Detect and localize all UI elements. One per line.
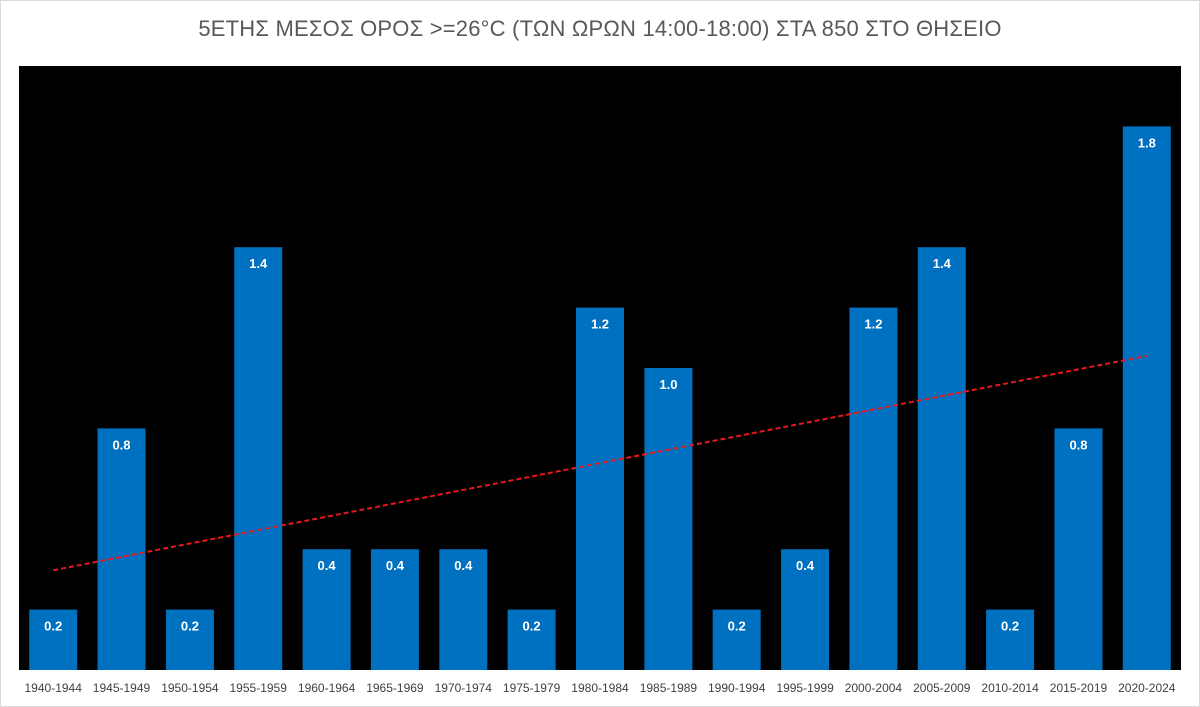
bar-2015-2019 xyxy=(1054,428,1103,670)
data-label-1995-1999: 0.4 xyxy=(796,558,815,573)
linear-trendline xyxy=(53,354,1147,572)
x-tick-1945-1949: 1945-1949 xyxy=(93,681,151,695)
data-label-1985-1989: 1.0 xyxy=(659,377,677,392)
data-label-2005-2009: 1.4 xyxy=(933,256,952,271)
x-tick-2020-2024: 2020-2024 xyxy=(1118,681,1176,695)
bar-2005-2009 xyxy=(917,247,966,670)
x-tick-1975-1979: 1975-1979 xyxy=(503,681,561,695)
x-tick-1970-1974: 1970-1974 xyxy=(435,681,493,695)
x-tick-1955-1959: 1955-1959 xyxy=(230,681,288,695)
data-label-2015-2019: 0.8 xyxy=(1069,437,1087,452)
data-label-1990-1994: 0.2 xyxy=(728,619,746,634)
data-label-1970-1974: 0.4 xyxy=(454,558,473,573)
bar-1985-1989 xyxy=(644,368,693,670)
x-tick-1965-1969: 1965-1969 xyxy=(366,681,424,695)
bars-group xyxy=(29,126,1171,670)
bar-2020-2024 xyxy=(1122,126,1171,670)
data-label-1955-1959: 1.4 xyxy=(249,256,268,271)
x-tick-2015-2019: 2015-2019 xyxy=(1050,681,1108,695)
x-tick-2000-2004: 2000-2004 xyxy=(845,681,903,695)
bar-1990-1994 xyxy=(712,609,761,670)
bar-1965-1969 xyxy=(370,549,419,670)
data-label-1965-1969: 0.4 xyxy=(386,558,405,573)
data-labels-group: 0.2 0.8 0.2 1.4 0.4 0.4 0.4 0.2 1.2 1.0 0.2 0.4 1.2 1… xyxy=(44,135,1156,633)
bar-1970-1974 xyxy=(439,549,488,670)
x-tick-1940-1944: 1940-1944 xyxy=(25,681,83,695)
data-label-1975-1979: 0.2 xyxy=(523,619,541,634)
bar-1975-1979 xyxy=(507,609,556,670)
data-label-1980-1984: 1.2 xyxy=(591,317,609,332)
x-tick-2005-2009: 2005-2009 xyxy=(913,681,971,695)
bar-2010-2014 xyxy=(986,609,1035,670)
data-label-1950-1954: 0.2 xyxy=(181,619,199,634)
bar-2000-2004 xyxy=(849,307,898,670)
x-tick-1950-1954: 1950-1954 xyxy=(161,681,219,695)
x-tick-1960-1964: 1960-1964 xyxy=(298,681,356,695)
bar-1960-1964 xyxy=(302,549,351,670)
data-label-1945-1949: 0.8 xyxy=(112,437,130,452)
x-tick-1985-1989: 1985-1989 xyxy=(640,681,698,695)
data-label-1940-1944: 0.2 xyxy=(44,619,62,634)
data-label-2020-2024: 1.8 xyxy=(1138,135,1156,150)
x-tick-1980-1984: 1980-1984 xyxy=(571,681,629,695)
x-tick-1990-1994: 1990-1994 xyxy=(708,681,766,695)
data-label-1960-1964: 0.4 xyxy=(318,558,337,573)
data-label-2000-2004: 1.2 xyxy=(864,317,882,332)
bar-1995-1999 xyxy=(781,549,830,670)
bar-1955-1959 xyxy=(234,247,283,670)
x-tick-1995-1999: 1995-1999 xyxy=(776,681,834,695)
bar-1950-1954 xyxy=(165,609,214,670)
x-axis-tick-labels: 1940-1944 1945-1949 1950-1954 1955-1959 1960… xyxy=(25,681,1176,695)
chart-title: 5ΕΤΗΣ ΜΕΣΟΣ ΟΡΟΣ >=26°C (ΤΩΝ ΩΡΩΝ 14:00-… xyxy=(198,16,1002,41)
bar-1940-1944 xyxy=(29,609,78,670)
bar-1980-1984 xyxy=(576,307,624,670)
bar-1945-1949 xyxy=(97,428,146,670)
trendline-group xyxy=(53,354,1147,572)
data-label-2010-2014: 0.2 xyxy=(1001,619,1019,634)
x-tick-2010-2014: 2010-2014 xyxy=(981,681,1039,695)
